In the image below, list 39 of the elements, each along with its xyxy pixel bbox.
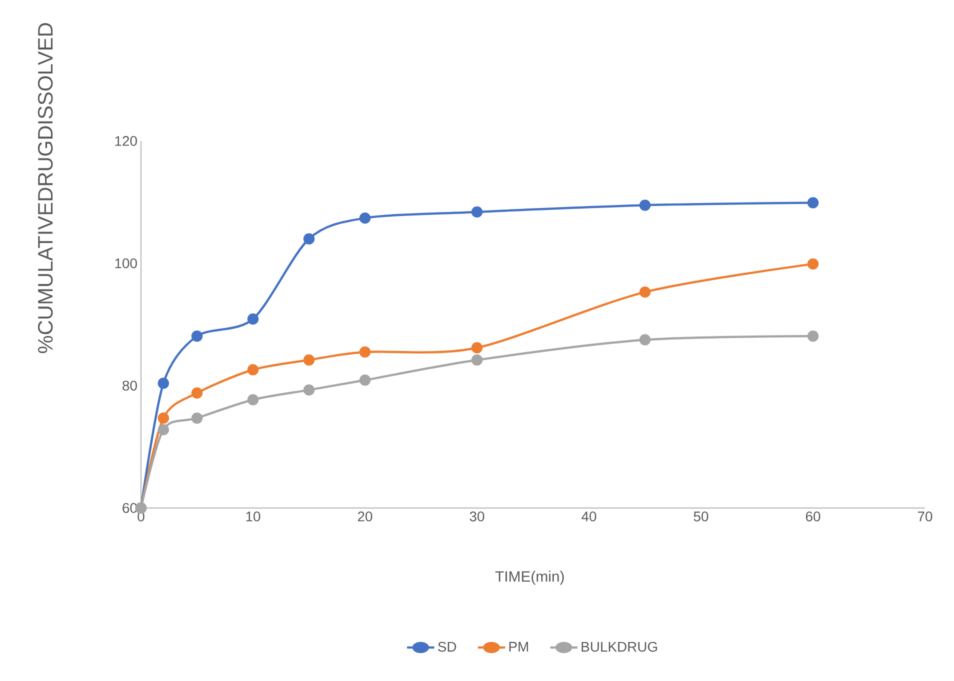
legend-label: SD bbox=[438, 642, 456, 652]
x-tick-label: 30 bbox=[470, 512, 484, 522]
point bbox=[191, 412, 203, 424]
point bbox=[639, 286, 651, 298]
point bbox=[158, 424, 170, 436]
y-tick-label: 120 bbox=[115, 136, 137, 146]
point bbox=[303, 233, 315, 244]
point bbox=[247, 364, 259, 376]
legend-label: BULKDRUG bbox=[582, 642, 658, 652]
point bbox=[359, 212, 371, 224]
x-axis-title: TIME(min) bbox=[495, 570, 564, 585]
point bbox=[303, 384, 315, 396]
point bbox=[191, 387, 203, 399]
legend-label: PM bbox=[509, 642, 528, 652]
point bbox=[807, 258, 819, 270]
x-tick-label: 20 bbox=[358, 512, 372, 522]
point bbox=[247, 313, 259, 325]
x-tick-label: 70 bbox=[918, 512, 932, 522]
point bbox=[158, 412, 170, 424]
point bbox=[639, 334, 651, 346]
y-tick-label: 100 bbox=[115, 258, 137, 268]
point bbox=[247, 394, 259, 406]
x-tick-label: 40 bbox=[582, 512, 596, 522]
point bbox=[359, 346, 371, 358]
point bbox=[807, 330, 819, 342]
point bbox=[471, 342, 483, 354]
point bbox=[471, 206, 483, 218]
x-tick-label: 60 bbox=[806, 512, 820, 522]
point bbox=[807, 197, 819, 208]
point bbox=[303, 354, 315, 366]
point bbox=[471, 354, 483, 366]
point bbox=[191, 330, 203, 342]
point bbox=[158, 378, 170, 389]
y-tick-label: 80 bbox=[122, 380, 137, 391]
point bbox=[639, 200, 651, 211]
y-axis-title: %CUMULATIVEDRUGDISSOLVED bbox=[38, 23, 53, 354]
x-tick-label: 10 bbox=[246, 512, 260, 522]
x-tick-label: 50 bbox=[694, 512, 708, 522]
point bbox=[359, 374, 371, 386]
